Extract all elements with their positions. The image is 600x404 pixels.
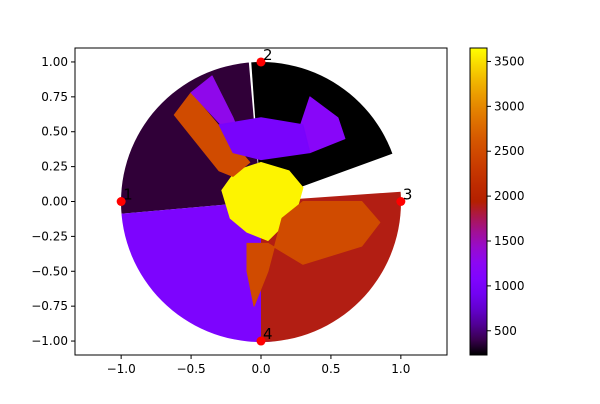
region-lower-left <box>121 201 274 342</box>
plot-area: 1 2 3 4 −1.0 −0.5 0.0 0.5 1.0 1.00 0.75 0.50 0.25 0… <box>31 46 448 376</box>
region-2 <box>246 201 381 307</box>
electrode-markers: 1 2 3 4 <box>116 46 413 346</box>
y-tick-label: 0.25 <box>41 160 68 174</box>
x-tick-label: −1.0 <box>107 362 136 376</box>
electrode-1-marker <box>116 197 126 206</box>
y-tick-label: 0.50 <box>41 125 68 139</box>
electrode-2-marker <box>256 57 266 67</box>
x-tick-label: −0.5 <box>177 362 206 376</box>
y-tick-label: −1.00 <box>31 334 68 348</box>
electrode-4-marker <box>256 336 266 346</box>
electrode-1-label: 1 <box>123 186 133 204</box>
x-axis-ticks: −1.0 −0.5 0.0 0.5 1.0 <box>107 355 410 376</box>
region-upper-left <box>121 62 261 215</box>
electrode-2-label: 2 <box>263 46 273 64</box>
colorbar-tick-label: 2000 <box>494 189 525 203</box>
electrode-3-marker <box>396 197 406 206</box>
y-tick-label: 0.00 <box>41 195 68 209</box>
colorbar-tick-label: 1000 <box>494 279 525 293</box>
region-5 <box>218 117 311 161</box>
y-tick-label: 1.00 <box>41 55 68 69</box>
x-tick-label: 1.0 <box>391 362 410 376</box>
colorbar-tick-label: 3000 <box>494 99 525 113</box>
colorbar-tick-label: 3500 <box>494 54 525 68</box>
colorbar-tick-label: 1500 <box>494 234 525 248</box>
colorbar-ticks: 500 1000 1500 2000 2500 3000 3500 <box>487 54 525 338</box>
y-axis-ticks: 1.00 0.75 0.50 0.25 0.00 −0.25 −0.50 −0.75 −1.00 <box>31 55 75 348</box>
colorbar-tick-label: 2500 <box>494 144 525 158</box>
y-tick-label: 0.75 <box>41 90 68 104</box>
colorbar: 500 1000 1500 2000 2500 3000 3500 <box>469 47 525 356</box>
x-tick-label: 0.0 <box>251 362 270 376</box>
electrode-3-label: 3 <box>403 186 413 204</box>
conductivity-map <box>121 62 401 342</box>
colorbar-gradient <box>469 47 488 356</box>
y-tick-label: −0.75 <box>31 299 68 313</box>
x-tick-label: 0.5 <box>321 362 340 376</box>
colorbar-tick-label: 500 <box>494 324 517 338</box>
y-tick-label: −0.50 <box>31 264 68 278</box>
electrode-4-label: 4 <box>263 325 273 343</box>
y-tick-label: −0.25 <box>31 229 68 243</box>
